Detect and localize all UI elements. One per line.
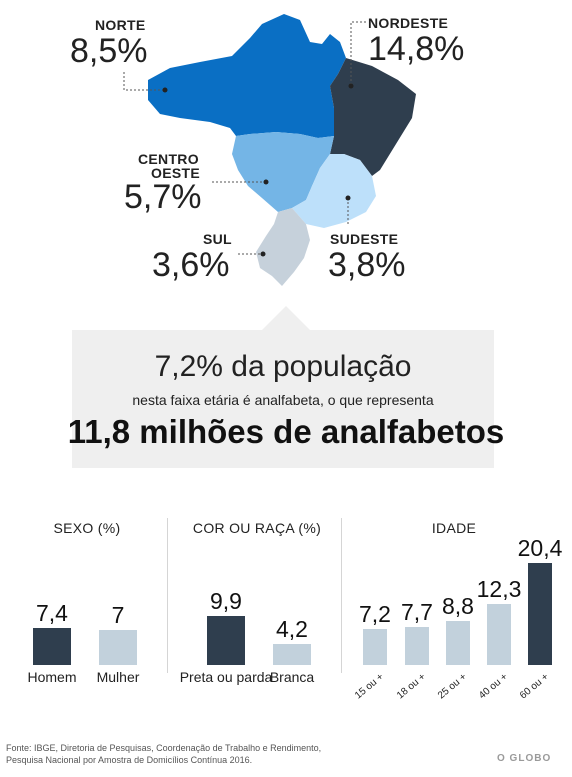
bar-0-1: [99, 630, 137, 665]
callout-headline: 7,2% da população: [154, 350, 412, 383]
brand-logo: O GLOBO: [497, 753, 552, 764]
bar-value-label-2-4: 20,4: [517, 535, 563, 561]
chart-title-0: SEXO (%): [53, 520, 121, 536]
bar-2-0: [363, 629, 387, 665]
marker-nordeste: [348, 83, 354, 89]
summary-callout: [72, 330, 494, 468]
panel-divider-1: [167, 518, 168, 673]
chart-title-2: IDADE: [431, 520, 477, 536]
source-line-1: Fonte: IBGE, Diretoria de Pesquisas, Coo…: [6, 743, 322, 753]
bar-2-1: [405, 626, 429, 665]
region-sul-name: SUL: [203, 231, 232, 247]
region-nordeste-name: NORDESTE: [368, 15, 449, 31]
bar-value-label-2-3: 12,3: [476, 575, 522, 602]
marker-centro-oeste: [263, 179, 269, 185]
bar-category-label-2-3: 40 ou +: [477, 671, 510, 702]
bar-2-2: [446, 621, 470, 665]
bar-category-label-0-1: Mulher: [96, 669, 140, 685]
marker-sudeste: [345, 195, 351, 201]
callout-subtext: nesta faixa etária é analfabeta, o que r…: [132, 392, 434, 408]
region-centro-oeste-shape: [232, 132, 334, 212]
marker-norte: [162, 87, 168, 93]
bar-value-label-1-0: 9,9: [210, 587, 242, 614]
region-sudeste-shape: [292, 154, 376, 228]
bar-category-label-1-0: Preta ou parda: [179, 669, 273, 685]
bar-value-label-0-1: 7: [111, 602, 125, 628]
bar-value-label-0-0: 7,4: [36, 600, 68, 626]
region-centro-oeste-name-line2: OESTE: [151, 165, 200, 181]
bar-0-0: [33, 628, 71, 665]
bar-2-3: [487, 603, 511, 665]
chart-title-1: COR OU RAÇA (%): [192, 520, 322, 536]
region-sudeste-name: SUDESTE: [330, 231, 399, 247]
bar-category-label-2-2: 25 ou +: [436, 671, 469, 702]
region-centro-oeste-name-line1: CENTRO: [138, 151, 199, 167]
source-line-2: Pesquisa Nacional por Amostra de Domicíl…: [6, 755, 253, 765]
bar-value-label-2-1: 7,7: [401, 598, 433, 625]
callout-total: 11,8 milhões de analfabetos: [67, 413, 505, 450]
region-sudeste-value: 3,8%: [328, 246, 406, 284]
bar-category-label-2-4: 60 ou +: [518, 671, 551, 702]
region-norte-shape: [148, 14, 346, 138]
bar-2-4: [528, 563, 552, 665]
callout-pointer: [262, 306, 310, 330]
bar-category-label-2-1: 18 ou +: [395, 671, 428, 702]
leader-line-nordeste: [350, 21, 366, 86]
bar-value-label-2-2: 8,8: [442, 593, 474, 619]
region-norte-name: NORTE: [95, 17, 146, 33]
region-centro-oeste-value: 5,7%: [124, 178, 202, 216]
leader-line-norte: [123, 72, 165, 91]
bar-1-0: [207, 615, 245, 665]
bar-1-1: [273, 644, 311, 665]
bar-category-label-2-0: 15 ou +: [353, 671, 386, 702]
bar-value-label-2-0: 7,2: [359, 601, 391, 627]
bar-category-label-1-1: Branca: [269, 669, 315, 685]
region-sul-shape: [256, 208, 310, 286]
region-nordeste-value: 14,8%: [368, 30, 465, 68]
panel-divider-2: [341, 518, 342, 673]
source-note: Fonte: IBGE, Diretoria de Pesquisas, Coo…: [6, 742, 321, 766]
region-sul-value: 3,6%: [152, 246, 230, 284]
brazil-map: [123, 14, 416, 286]
bar-value-label-1-1: 4,2: [276, 616, 308, 642]
marker-sul: [260, 251, 266, 257]
region-norte-value: 8,5%: [70, 32, 148, 70]
bar-category-label-0-0: Homem: [27, 669, 77, 685]
